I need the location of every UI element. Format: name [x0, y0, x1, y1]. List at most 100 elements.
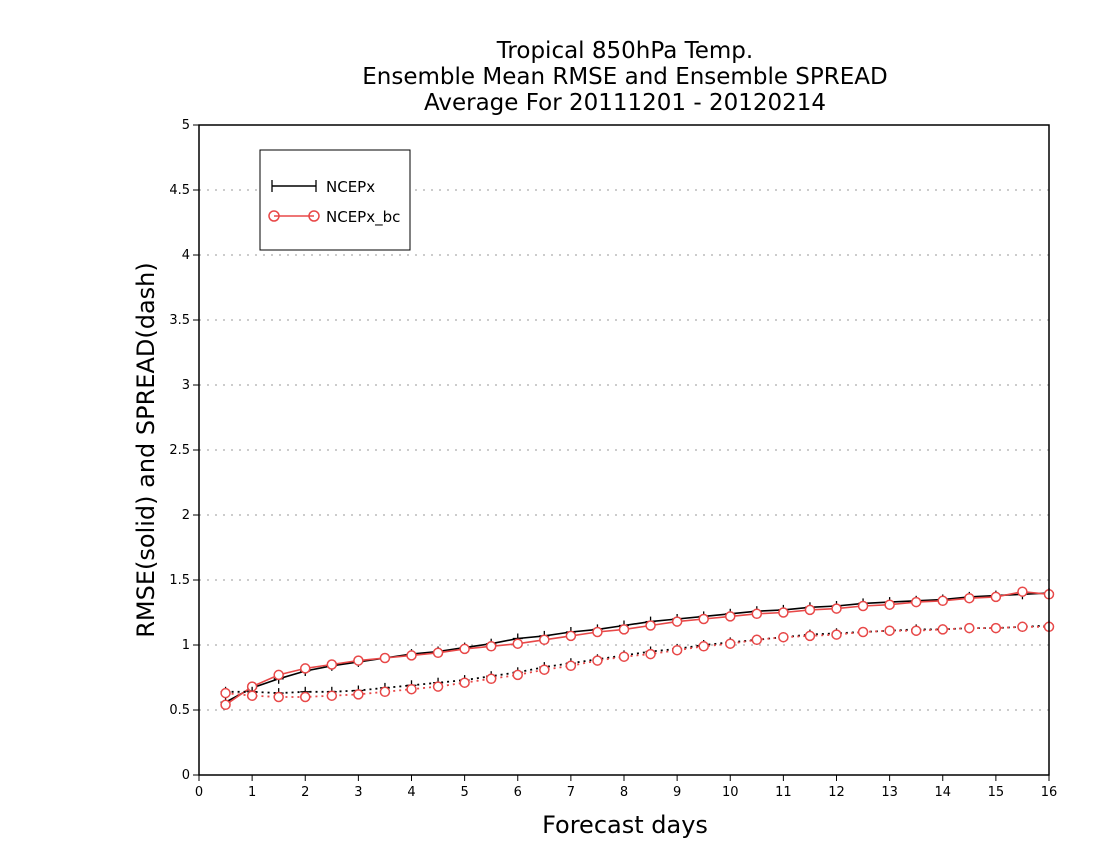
y-axis-label: RMSE(solid) and SPREAD(dash): [132, 262, 160, 638]
y-tick-label: 3: [182, 378, 190, 393]
title-line-3: Average For 20111201 - 20120214: [424, 90, 826, 116]
data-point: [379, 686, 391, 698]
data-point: [698, 641, 709, 652]
x-tick-label: 14: [934, 785, 951, 800]
data-point: [539, 634, 550, 646]
title-line-1: Tropical 850hPa Temp.: [496, 38, 753, 64]
legend-label-ncepx-bc: NCEPx_bc: [326, 208, 400, 227]
data-point: [406, 683, 417, 695]
data-point: [300, 663, 311, 674]
x-tick-label: 10: [722, 785, 739, 800]
data-point: [246, 690, 258, 701]
data-point: [353, 689, 364, 700]
x-axis: 0 1 2 3 4 5 6 7 8 9 10 11 12 13 14 15 16: [195, 775, 1057, 800]
legend-marker-ncepx: [271, 180, 317, 192]
x-tick-label: 7: [567, 785, 575, 800]
data-point: [565, 630, 577, 642]
data-point: [804, 604, 816, 616]
data-point: [618, 624, 630, 635]
y-tick-label: 5: [182, 118, 190, 133]
y-tick-label: 4: [182, 248, 190, 263]
data-point: [937, 595, 948, 607]
data-point: [884, 599, 895, 610]
data-point: [300, 691, 311, 703]
data-point: [910, 596, 922, 608]
data-point: [618, 651, 630, 662]
data-point: [990, 591, 1002, 603]
legend-marker-ncepx-bc: [268, 210, 320, 222]
data-point: [910, 625, 922, 636]
data-point: [698, 613, 709, 625]
data-point: [326, 690, 338, 701]
data-point: [857, 600, 869, 612]
legend-label-ncepx: NCEPx: [326, 178, 375, 196]
data-point: [406, 650, 417, 661]
data-point: [964, 592, 975, 604]
y-tick-label: 4.5: [169, 183, 190, 198]
x-tick-label: 15: [988, 785, 1005, 800]
data-point: [592, 626, 603, 638]
data-point: [353, 655, 364, 666]
data-point: [459, 643, 470, 655]
data-point: [379, 652, 391, 664]
y-tick-label: 1: [182, 638, 190, 653]
x-tick-label: 8: [620, 785, 628, 800]
series-line: [225, 590, 1050, 706]
series-rmse-ncepx-bc: [220, 586, 1055, 711]
x-tick-label: 5: [460, 785, 468, 800]
data-point: [459, 677, 470, 688]
data-point: [645, 620, 656, 631]
title-line-2: Ensemble Mean RMSE and Ensemble SPREAD: [362, 64, 887, 90]
data-point: [485, 641, 497, 652]
data-point: [512, 638, 523, 649]
data-point: [592, 655, 603, 666]
data-point: [565, 660, 577, 672]
data-point: [432, 647, 444, 659]
x-axis-label: Forecast days: [542, 811, 708, 839]
x-tick-label: 16: [1041, 785, 1058, 800]
data-point: [857, 626, 869, 638]
data-point: [937, 624, 948, 635]
x-tick-label: 1: [248, 785, 256, 800]
y-axis: 0 0.5 1 1.5 2 2.5 3 3.5 4 4.5 5: [169, 118, 199, 783]
x-tick-label: 4: [407, 785, 415, 800]
data-point: [990, 622, 1002, 634]
data-point: [220, 699, 231, 711]
series-spread-ncepx: [220, 620, 1054, 699]
data-point: [645, 648, 656, 660]
data-point: [671, 616, 683, 627]
data-point: [751, 634, 763, 646]
data-point: [512, 669, 523, 681]
data-point: [778, 631, 789, 643]
data-point: [751, 608, 763, 620]
y-tick-label: 1.5: [169, 573, 190, 588]
series-layer: [220, 586, 1055, 711]
x-tick-label: 11: [775, 785, 792, 800]
data-point: [220, 687, 231, 699]
data-point: [831, 629, 842, 640]
data-point: [273, 669, 284, 681]
series-line: [225, 624, 1050, 695]
x-tick-label: 13: [881, 785, 898, 800]
data-point: [432, 681, 444, 692]
legend-box: [259, 149, 411, 251]
data-point: [1017, 586, 1028, 597]
data-point: [671, 644, 683, 656]
data-point: [326, 659, 338, 670]
data-point: [804, 630, 816, 642]
data-point: [884, 625, 895, 636]
x-tick-label: 12: [828, 785, 845, 800]
data-point: [273, 691, 284, 703]
x-tick-label: 9: [673, 785, 681, 800]
data-point: [725, 638, 736, 649]
x-tick-label: 2: [301, 785, 309, 800]
x-tick-label: 6: [514, 785, 522, 800]
data-point: [778, 607, 789, 618]
data-point: [539, 664, 550, 675]
y-tick-label: 2.5: [169, 443, 190, 458]
chart-title: Tropical 850hPa Temp. Ensemble Mean RMSE…: [362, 38, 887, 116]
y-tick-label: 0.5: [169, 703, 190, 718]
series-rmse-ncepx: [220, 588, 1054, 708]
legend: NCEPx NCEPx_bc: [259, 149, 411, 251]
